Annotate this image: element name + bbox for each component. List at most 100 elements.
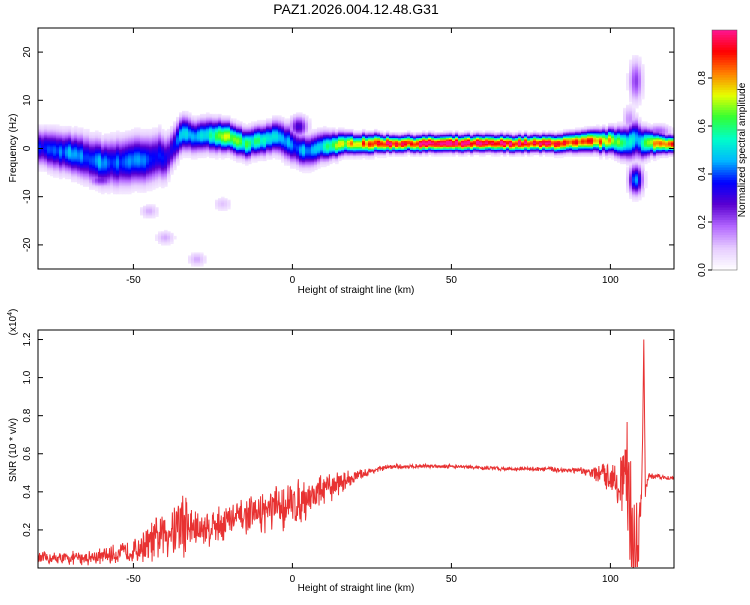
spectrogram-cell <box>155 165 159 168</box>
spectrogram-cell <box>245 156 249 159</box>
spectrogram-cell <box>104 134 108 138</box>
spectrogram-cell <box>83 150 87 153</box>
spectrogram-cell <box>578 128 582 132</box>
spectrogram-cell <box>89 175 93 178</box>
spectrogram-cell <box>263 157 267 160</box>
spectrogram-cell <box>143 154 147 157</box>
spectrogram-cell <box>302 146 306 150</box>
spectrogram-cell <box>323 140 327 144</box>
spectrogram-cell <box>98 145 102 148</box>
spectrogram-cell <box>41 162 45 165</box>
spectrogram-cell <box>182 125 186 129</box>
spectrogram-cell <box>101 148 105 151</box>
spectrogram-cell <box>371 142 375 145</box>
spectrogram-cell <box>62 146 66 150</box>
spectrogram-cell <box>278 153 282 156</box>
spectrogram-cell <box>413 148 417 151</box>
spectrogram-cell <box>209 128 213 132</box>
spectrogram-cell <box>74 128 78 132</box>
spectrogram-cell <box>554 131 558 135</box>
spectrogram-cell <box>314 160 318 163</box>
spectrogram-cell <box>131 157 135 160</box>
spectrogram-cell <box>149 145 153 148</box>
spectrogram-cell <box>410 142 414 145</box>
spectrogram-cell <box>194 133 198 136</box>
spectrogram-cell <box>302 154 306 157</box>
spectrogram-cell <box>296 127 300 130</box>
spectrogram-cell <box>44 157 48 160</box>
spectrogram-cell <box>518 136 522 139</box>
spectrogram-cell <box>200 256 204 260</box>
spectrogram-cell <box>527 148 531 151</box>
spectrogram-cell <box>419 142 423 145</box>
spectrogram-cell <box>74 178 78 181</box>
spectrogram-cell <box>164 151 168 154</box>
spectrogram-cell <box>314 137 318 141</box>
spectrogram-cell <box>218 154 222 157</box>
spectrogram-cell <box>131 166 135 169</box>
spectrogram-cell <box>278 137 282 141</box>
spectrogram-cell <box>416 143 420 147</box>
spectrogram-cell <box>227 145 231 148</box>
spectrogram-cell <box>188 156 192 159</box>
spectrogram-cell <box>95 157 99 160</box>
spectrogram-cell <box>284 130 288 133</box>
spectrogram-cell <box>464 151 468 154</box>
spectrogram-cell <box>89 181 93 184</box>
spectrogram-cell <box>83 151 87 154</box>
spectrogram-cell <box>221 121 225 124</box>
spectrogram-cell <box>575 150 579 153</box>
spectrogram-cell <box>188 116 192 119</box>
spectrogram-cell <box>413 153 417 156</box>
spectrogram-cell <box>515 142 519 145</box>
spectrogram-cell <box>53 145 57 148</box>
spectrogram-cell <box>104 157 108 160</box>
spectrogram-cell <box>512 140 516 144</box>
spectrogram-cell <box>395 136 399 139</box>
spectrogram-cell <box>104 184 108 187</box>
spectrogram-cell <box>554 150 558 153</box>
spectrogram-cell <box>62 165 66 168</box>
spectrogram-cell <box>230 140 234 144</box>
spectrogram-cell <box>476 133 480 136</box>
spectrogram-cell <box>296 148 300 151</box>
spectrogram-cell <box>455 151 459 154</box>
spectrogram-cell <box>146 181 150 184</box>
spectrogram-cell <box>134 174 138 177</box>
spectrogram-cell <box>134 131 138 135</box>
spectrogram-cell <box>194 137 198 141</box>
spectrogram-cell <box>581 154 585 157</box>
spectrogram-cell <box>278 154 282 157</box>
spectrogram-cell <box>146 216 150 219</box>
spectrogram-cell <box>143 142 147 145</box>
spectrogram-cell <box>509 139 513 142</box>
spectrogram-cell <box>572 145 576 148</box>
spectrogram-cell <box>50 163 54 166</box>
spectrogram-cell <box>260 125 264 129</box>
spectrogram-cell <box>551 131 555 135</box>
spectrogram-cell <box>581 127 585 130</box>
spectrogram-cell <box>134 143 138 147</box>
spectrogram-cell <box>404 139 408 142</box>
spectrogram-cell <box>239 130 243 133</box>
spectrogram-cell <box>245 125 249 129</box>
spectrogram-cell <box>407 140 411 144</box>
spectrogram-cell <box>74 157 78 160</box>
spectrogram-cell <box>353 143 357 147</box>
spectrogram-cell <box>107 163 111 166</box>
spectrogram-cell <box>521 150 525 153</box>
spectrogram-cell <box>149 171 153 174</box>
spectrogram-cell <box>239 151 243 154</box>
spectrogram-cell <box>113 180 117 183</box>
spectrogram-cell <box>299 162 303 165</box>
spectrogram-cell <box>491 136 495 139</box>
spectrogram-cell <box>56 140 60 144</box>
spectrogram-cell <box>254 131 258 135</box>
spectrogram-cell <box>128 134 132 138</box>
spectrogram-cell <box>419 154 423 157</box>
spectrogram-cell <box>50 157 54 160</box>
spectrogram-cell <box>284 157 288 160</box>
spectrogram-cell <box>362 151 366 154</box>
spectrogram-cell <box>179 153 183 156</box>
spectrogram-cell <box>242 150 246 153</box>
